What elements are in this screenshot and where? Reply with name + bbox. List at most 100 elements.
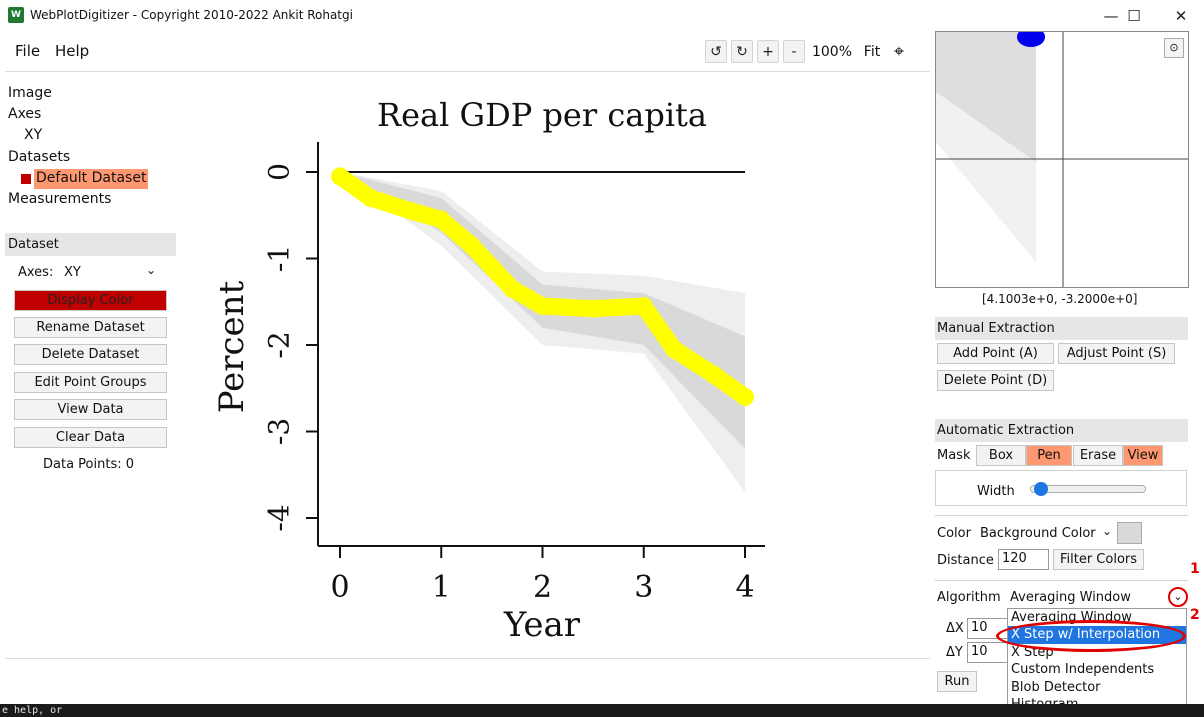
close-button[interactable]: ✕: [1174, 6, 1188, 25]
trace-point: [665, 340, 684, 359]
tree-axes-xy[interactable]: XY: [24, 127, 43, 143]
trace-point: [736, 387, 754, 406]
canvas-bottom-divider: [5, 658, 930, 659]
app-logo-icon: W: [8, 7, 24, 23]
menu-file[interactable]: File: [15, 42, 41, 60]
tree-default-dataset[interactable]: Default Dataset: [34, 169, 149, 189]
trace-point: [705, 366, 724, 385]
window-title: WebPlotDigitizer - Copyright 2010-2022 A…: [30, 8, 353, 22]
rename-dataset-button[interactable]: Rename Dataset: [14, 317, 167, 338]
plot-canvas[interactable]: 0 -1 -2 -3 -4 0 1 2 3 4 Real GDP per capita Year Per…: [205, 82, 805, 657]
y-tick-label: 0: [263, 163, 296, 181]
y-axis-label: Percent: [212, 280, 252, 413]
edit-point-groups-button[interactable]: Edit Point Groups: [14, 372, 167, 393]
automatic-extraction-header: Automatic Extraction: [935, 419, 1188, 442]
header-divider: [5, 71, 930, 72]
dx-label: ΔX: [946, 621, 964, 636]
distance-input[interactable]: 120: [998, 549, 1049, 570]
x-tick-label: 3: [634, 570, 653, 605]
run-button[interactable]: Run: [937, 671, 977, 692]
tree-datasets[interactable]: Datasets: [8, 149, 71, 165]
zoom-out-button[interactable]: -: [783, 40, 805, 63]
trace-point: [533, 297, 552, 316]
width-slider-thumb[interactable]: [1033, 482, 1048, 496]
mask-box-button[interactable]: Box: [976, 445, 1026, 466]
algorithm-label: Algorithm: [937, 590, 1001, 605]
zoom-coordinates: [4.1003e+0, -3.2000e+0]: [982, 292, 1138, 306]
trace-point: [584, 299, 603, 318]
color-label: Color: [937, 526, 971, 541]
width-box: [935, 470, 1187, 506]
mask-erase-button[interactable]: Erase: [1073, 445, 1123, 466]
trace-point: [462, 236, 481, 255]
chevron-down-icon[interactable]: ⌄: [146, 263, 157, 277]
x-tick-label: 2: [533, 570, 552, 605]
trace-point: [503, 279, 522, 298]
axes-select-label: Axes:: [18, 265, 54, 280]
manual-extraction-header: Manual Extraction: [935, 317, 1188, 340]
adjust-point-button[interactable]: Adjust Point (S): [1058, 343, 1175, 364]
title-bar: [0, 0, 1204, 31]
mask-view-button[interactable]: View: [1123, 445, 1163, 466]
algorithm-dropdown-chevron-icon[interactable]: ⌄: [1168, 587, 1188, 607]
annotation-marker-1: 1: [1190, 561, 1200, 577]
mask-label: Mask: [937, 448, 971, 463]
add-point-button[interactable]: Add Point (A): [937, 343, 1054, 364]
zoom-settings-icon[interactable]: ⊙: [1164, 38, 1184, 58]
divider: [935, 515, 1188, 516]
maximize-button[interactable]: ☐: [1127, 6, 1141, 25]
divider: [935, 580, 1188, 581]
zoom-level: 100%: [811, 43, 853, 60]
menu-help[interactable]: Help: [55, 42, 90, 60]
rotate-ccw-button[interactable]: ↺: [705, 40, 727, 63]
axes-select[interactable]: XY: [64, 265, 81, 280]
fit-button[interactable]: Fit: [863, 43, 881, 60]
trace-point: [432, 210, 451, 229]
display-color-button[interactable]: Display Color: [14, 290, 167, 311]
chart-title: Real GDP per capita: [377, 96, 707, 134]
annotation-marker-2: 2: [1190, 607, 1200, 623]
zoom-preview: ⊙: [935, 31, 1189, 288]
x-tick-label: 1: [432, 570, 451, 605]
annotation-ellipse: [996, 620, 1186, 652]
data-points-count: Data Points: 0: [43, 457, 135, 472]
option-custom-independents[interactable]: Custom Independents: [1011, 662, 1155, 678]
algorithm-select[interactable]: Averaging Window: [1010, 590, 1131, 605]
x-tick-label: 4: [735, 570, 754, 605]
trace-point: [331, 167, 349, 186]
trace-point: [482, 258, 501, 277]
rotate-cw-button[interactable]: ↻: [731, 40, 753, 63]
width-label: Width: [977, 484, 1015, 499]
x-axis-label: Year: [503, 605, 581, 645]
dy-input[interactable]: 10: [967, 642, 1011, 663]
color-select[interactable]: Background Color: [980, 526, 1096, 541]
y-tick-label: -2: [263, 331, 296, 358]
delete-point-button[interactable]: Delete Point (D): [937, 370, 1054, 391]
trace-point: [401, 201, 420, 220]
trace-point: [361, 188, 380, 207]
tree-image[interactable]: Image: [8, 85, 52, 101]
crosshair-icon[interactable]: ⌖: [893, 41, 905, 62]
zoom-in-button[interactable]: +: [757, 40, 779, 63]
y-tick-label: -3: [263, 418, 296, 445]
y-tick-label: -4: [263, 504, 296, 531]
filter-colors-button[interactable]: Filter Colors: [1053, 549, 1144, 570]
confidence-band-0: [340, 172, 745, 493]
dataset-panel-header: Dataset: [5, 233, 176, 256]
width-slider-track[interactable]: [1030, 485, 1146, 493]
status-bar: e help, or: [0, 704, 1204, 717]
y-tick-label: -1: [263, 245, 296, 272]
option-blob-detector[interactable]: Blob Detector: [1011, 679, 1101, 695]
minimize-button[interactable]: —: [1103, 6, 1119, 25]
color-swatch[interactable]: [1117, 522, 1142, 544]
tree-axes[interactable]: Axes: [8, 106, 42, 122]
dy-label: ΔY: [946, 645, 963, 660]
delete-dataset-button[interactable]: Delete Dataset: [14, 344, 167, 365]
tree-measurements[interactable]: Measurements: [8, 191, 112, 207]
clear-data-button[interactable]: Clear Data: [14, 427, 167, 448]
distance-label: Distance: [937, 553, 994, 568]
mask-pen-button[interactable]: Pen: [1026, 445, 1072, 466]
chevron-down-icon[interactable]: ⌄: [1102, 524, 1113, 538]
view-data-button[interactable]: View Data: [14, 399, 167, 420]
x-tick-label: 0: [330, 570, 349, 605]
